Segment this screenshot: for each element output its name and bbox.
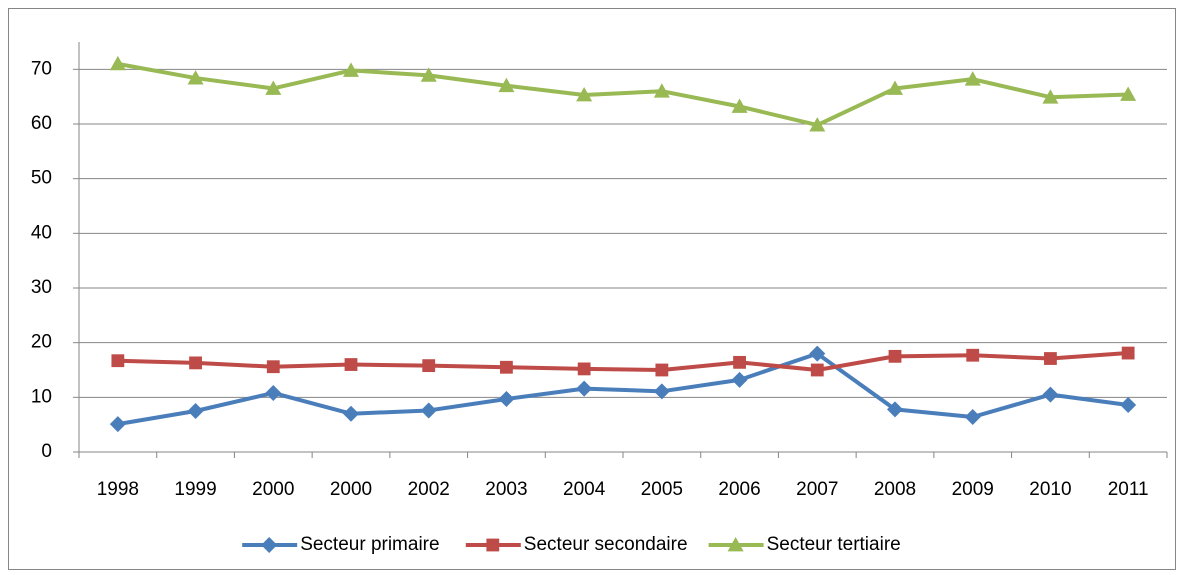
x-tick-label: 2011 [1108,479,1149,500]
x-tick-label: 2007 [796,479,838,500]
x-tick-label: 1998 [97,479,139,500]
y-tick-label: 10 [31,386,52,407]
chart-frame [8,8,1176,570]
legend-marker [261,537,278,553]
data-point [731,98,748,113]
x-tick-label: 2005 [641,479,683,500]
data-point [653,83,670,98]
data-point [343,405,359,422]
legend-label: Secteur tertiaire [767,534,901,555]
data-point [265,384,282,401]
x-tick-label: 2008 [874,479,916,500]
data-point [420,402,437,419]
data-point [343,62,359,77]
data-point [1120,396,1137,413]
data-point [111,354,125,368]
data-point [265,80,282,95]
x-tick-label: 2006 [718,479,760,500]
y-tick-label: 70 [31,58,52,79]
data-point [809,345,826,362]
data-point [109,55,126,71]
data-point [964,71,981,86]
data-point [422,359,436,373]
data-point [498,77,515,93]
data-point [653,383,670,400]
y-tick-label: 30 [31,277,52,298]
data-point [187,70,204,85]
x-tick-label: 2000 [252,479,294,500]
y-tick-label: 0 [41,441,52,462]
x-tick-label: 2000 [330,479,372,500]
data-point [344,358,358,371]
data-point [1120,86,1137,101]
legend-label: Secteur primaire [300,534,439,555]
data-point [966,348,980,362]
x-tick-label: 2010 [1029,479,1071,500]
data-point [577,362,591,376]
legend-marker [486,538,500,552]
data-point [500,360,513,374]
y-tick-label: 40 [31,222,52,243]
series-line [117,351,1129,427]
data-point [887,80,903,95]
data-point [655,363,669,377]
x-tick-label: 1999 [174,479,216,500]
y-tick-label: 20 [31,332,52,353]
x-tick-label: 2004 [563,479,606,500]
x-tick-label: 2009 [952,479,994,500]
y-tick-label: 50 [31,168,52,189]
series-line [117,351,1129,372]
x-tick-label: 2003 [485,479,527,500]
data-point [187,403,204,419]
legend-label: Secteur secondaire [524,534,688,555]
data-point [1042,89,1059,104]
data-point [576,380,593,397]
data-point [576,87,593,102]
data-point [1044,352,1057,365]
y-tick-label: 60 [31,113,52,134]
data-point [731,371,748,388]
data-point [1042,386,1059,403]
data-point [109,416,126,433]
x-tick-label: 2002 [408,479,450,500]
data-point [810,363,824,377]
data-point [888,349,902,363]
data-point [887,401,903,418]
data-point [733,355,746,369]
data-point [420,67,437,82]
data-point [266,360,280,374]
data-point [189,356,202,370]
series-line [117,61,1129,128]
data-point [964,409,981,426]
data-point [809,117,826,132]
legend-marker [727,537,744,552]
data-point [498,390,515,407]
data-point [1121,346,1135,360]
